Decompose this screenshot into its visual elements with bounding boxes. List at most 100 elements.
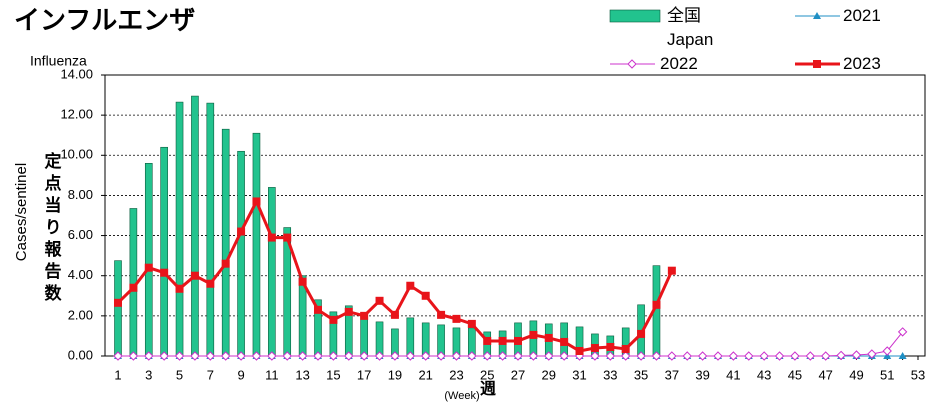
bar [268, 187, 276, 357]
bar [375, 321, 384, 357]
x-tick-label: 21 [418, 367, 432, 382]
marker [790, 351, 800, 361]
marker [267, 233, 276, 242]
marker [236, 351, 246, 361]
marker [667, 351, 677, 361]
y-axis-label-ja: 定点当り報告数 [42, 151, 62, 306]
marker [452, 314, 461, 323]
marker [436, 351, 446, 361]
legend-label: 2021 [843, 6, 881, 25]
marker [498, 336, 507, 345]
x-tick-label: 31 [572, 367, 586, 382]
marker [313, 351, 323, 361]
marker [682, 351, 692, 361]
marker [113, 351, 123, 361]
x-tick-label: 43 [757, 367, 771, 382]
marker [297, 351, 308, 361]
x-axis-label-ja: 週 [480, 380, 496, 398]
line [116, 197, 674, 353]
marker [328, 351, 339, 361]
marker [813, 12, 821, 19]
marker [805, 351, 816, 361]
marker [406, 281, 415, 290]
marker [174, 351, 185, 361]
marker [344, 307, 353, 316]
marker [575, 346, 584, 355]
marker [620, 351, 631, 361]
marker [159, 351, 169, 361]
marker [237, 227, 246, 236]
marker [544, 351, 554, 361]
marker [497, 351, 508, 361]
marker [221, 259, 230, 268]
marker [437, 310, 446, 319]
marker [190, 271, 199, 280]
bar [191, 95, 199, 357]
x-tick-label: 17 [357, 367, 371, 382]
marker [483, 336, 492, 345]
marker [128, 351, 139, 361]
marker [251, 351, 262, 361]
marker [298, 277, 307, 286]
y-tick-label: 8.00 [68, 187, 93, 202]
marker [421, 291, 430, 300]
marker [390, 351, 400, 361]
marker [697, 351, 708, 361]
x-tick-label: 7 [207, 367, 214, 382]
marker [129, 283, 138, 292]
marker [867, 349, 877, 359]
marker [467, 351, 477, 361]
legend-swatch [609, 9, 661, 23]
chart-subtitle: Influenza [30, 53, 87, 69]
y-tick-label: 4.00 [68, 267, 93, 282]
marker [282, 351, 292, 361]
marker [851, 350, 862, 360]
y-tick-label: 6.00 [68, 227, 93, 242]
x-tick-label: 49 [849, 367, 863, 382]
x-tick-label: 23 [449, 367, 463, 382]
marker [175, 284, 184, 293]
legend-label: 2022 [660, 54, 698, 73]
marker [420, 351, 431, 361]
x-tick-label: 1 [114, 367, 121, 382]
marker [652, 300, 661, 309]
marker [667, 266, 676, 275]
x-tick-label: 13 [295, 367, 309, 382]
marker [713, 351, 723, 361]
marker [528, 351, 539, 361]
marker [627, 59, 637, 69]
y-tick-label: 12.00 [60, 107, 93, 122]
marker [220, 351, 231, 361]
x-tick-label: 51 [880, 367, 894, 382]
x-tick-label: 39 [695, 367, 709, 382]
marker [637, 329, 646, 338]
x-tick-label: 35 [634, 367, 648, 382]
marker [314, 305, 322, 314]
x-tick-label: 19 [388, 367, 402, 382]
bar [237, 150, 245, 357]
marker [160, 268, 169, 277]
marker [559, 351, 569, 361]
bar [360, 315, 368, 357]
marker [544, 333, 553, 342]
x-tick-label: 11 [265, 367, 279, 382]
bar [206, 102, 215, 357]
legend-label: 2023 [843, 54, 881, 73]
marker [283, 233, 292, 242]
bar [144, 163, 153, 357]
bar [114, 260, 122, 357]
marker [898, 352, 907, 359]
marker [144, 351, 154, 361]
x-tick-label: 53 [911, 367, 925, 382]
bar [175, 101, 184, 357]
marker [621, 344, 630, 353]
y-tick-label: 14.00 [60, 66, 93, 81]
marker [651, 351, 662, 361]
marker [375, 296, 384, 305]
x-tick-label: 33 [603, 367, 617, 382]
bar [406, 317, 415, 357]
marker [329, 315, 338, 324]
x-tick-label: 3 [145, 367, 152, 382]
x-tick-label: 47 [818, 367, 832, 382]
x-tick-label: 27 [511, 367, 525, 382]
